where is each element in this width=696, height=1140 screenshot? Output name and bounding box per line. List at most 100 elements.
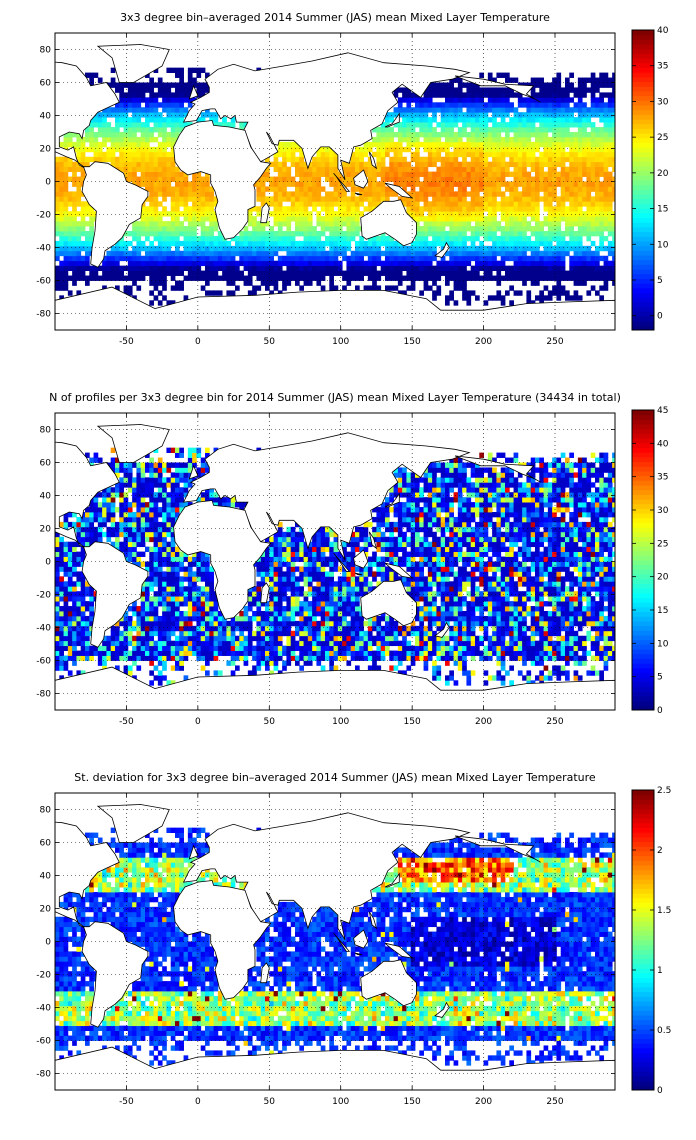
bin-cell: [406, 92, 412, 98]
bin-cell: [556, 250, 562, 257]
bin-cell: [385, 275, 390, 281]
bin-cell: [436, 141, 442, 148]
bin-cell: [599, 156, 604, 163]
bin-cell: [496, 250, 502, 257]
bin-cell: [367, 166, 373, 172]
bin-cell: [445, 107, 450, 113]
bin-cell: [547, 206, 553, 212]
bin-cell: [466, 206, 472, 212]
bin-cell: [136, 141, 142, 148]
bin-cell: [157, 122, 163, 128]
land-mass: [454, 75, 541, 103]
bin-cell: [183, 586, 189, 592]
bin-cell: [402, 136, 407, 143]
bin-cell: [153, 615, 159, 622]
bin-cell: [102, 270, 107, 276]
bin-cell: [149, 625, 154, 632]
bin-cell: [577, 181, 583, 187]
bin-cell: [440, 161, 446, 168]
bin-cell: [149, 206, 154, 212]
bin-cell: [145, 97, 150, 103]
bin-cell: [132, 541, 137, 548]
bin-cell: [149, 270, 154, 276]
bin-cell: [363, 166, 369, 172]
bin-cell: [162, 516, 167, 523]
bin-cell: [500, 235, 506, 242]
bin-cell: [410, 181, 416, 187]
bin-cell: [380, 171, 386, 177]
bin-cell: [453, 77, 459, 83]
bin-cell: [565, 92, 570, 98]
bin-cell: [67, 625, 73, 632]
bin-cell: [153, 601, 159, 607]
bin-cell: [432, 146, 437, 153]
bin-cell: [552, 226, 557, 232]
bin-cell: [303, 226, 309, 232]
bin-cell: [153, 507, 159, 513]
bin-cell: [63, 606, 69, 612]
bin-cell: [145, 245, 150, 252]
bin-cell: [55, 576, 60, 582]
bin-cell: [170, 156, 176, 163]
bin-cell: [419, 245, 424, 252]
bin-cell: [590, 196, 596, 202]
bin-cell: [526, 275, 532, 281]
bin-cell: [590, 161, 596, 168]
bin-cell: [492, 166, 497, 172]
bin-cell: [577, 92, 583, 98]
bin-cell: [295, 171, 300, 177]
bin-cell: [166, 82, 172, 88]
bin-cell: [132, 97, 137, 103]
bin-cell: [603, 191, 609, 197]
bin-cell: [162, 615, 167, 622]
land-mass: [96, 44, 170, 83]
bin-cell: [517, 156, 523, 163]
bin-cell: [59, 675, 64, 681]
bin-cell: [145, 226, 150, 232]
bin-cell: [115, 270, 120, 276]
bin-cell: [402, 132, 407, 138]
bin-cell: [496, 97, 502, 103]
bin-cell: [556, 176, 562, 182]
bin-cell: [376, 136, 382, 143]
bin-cell: [183, 620, 189, 627]
bin-cell: [80, 655, 86, 661]
bin-cell: [187, 275, 193, 281]
bin-cell: [423, 102, 429, 108]
bin-cell: [187, 235, 193, 242]
bin-cell: [599, 97, 604, 103]
bin-cell: [170, 235, 176, 242]
bin-cell: [145, 235, 150, 242]
bin-cell: [560, 151, 566, 158]
bin-cell: [586, 235, 592, 242]
map-svg: N of profiles per 3x3 degree bin for 201…: [36, 391, 668, 727]
bin-cell: [397, 290, 403, 296]
bin-cell: [157, 640, 163, 647]
bin-cell: [603, 132, 609, 138]
bin-cell: [183, 97, 189, 103]
bin-cell: [153, 226, 159, 232]
bin-cell: [76, 166, 82, 172]
bin-cell: [509, 201, 514, 207]
bin-cell: [552, 127, 557, 133]
bin-cell: [63, 226, 69, 232]
bin-cell: [273, 231, 279, 237]
bin-cell: [299, 166, 304, 172]
bin-cell: [222, 122, 227, 128]
bin-cell: [517, 181, 523, 187]
bin-cell: [175, 240, 180, 247]
bin-cell: [470, 181, 476, 187]
bin-cell: [110, 462, 116, 468]
bin-cell: [483, 132, 489, 138]
bin-cell: [93, 265, 99, 271]
bin-cell: [162, 531, 167, 538]
bin-cell: [342, 235, 347, 242]
colorbar-step: [632, 147, 654, 153]
bin-cell: [389, 245, 394, 252]
bin-cell: [166, 680, 172, 686]
bin-cell: [286, 146, 292, 153]
bin-cell: [573, 92, 579, 98]
bin-cell: [123, 502, 129, 508]
bin-cell: [367, 191, 373, 197]
bin-cell: [380, 166, 386, 172]
